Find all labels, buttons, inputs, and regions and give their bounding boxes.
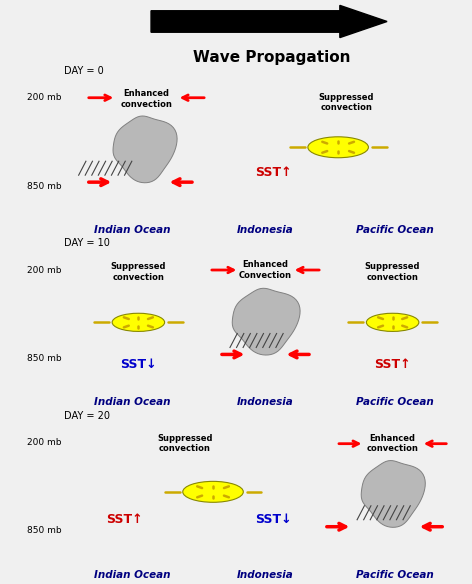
Text: Indonesia: Indonesia xyxy=(237,225,294,235)
Text: DAY = 10: DAY = 10 xyxy=(64,238,110,248)
Text: Indian Ocean: Indian Ocean xyxy=(94,397,170,407)
Text: Pacific Ocean: Pacific Ocean xyxy=(356,225,433,235)
Text: Suppressed
convection: Suppressed convection xyxy=(157,434,212,453)
Text: 200 mb: 200 mb xyxy=(27,438,61,447)
Text: Suppressed
convection: Suppressed convection xyxy=(110,262,166,282)
Circle shape xyxy=(183,481,243,502)
Text: Suppressed
convection: Suppressed convection xyxy=(365,262,421,282)
Text: Indian Ocean: Indian Ocean xyxy=(94,225,170,235)
Text: Enhanced
Convection: Enhanced Convection xyxy=(239,260,292,280)
Text: 200 mb: 200 mb xyxy=(27,93,61,102)
Text: SST↓: SST↓ xyxy=(255,513,292,526)
Polygon shape xyxy=(361,461,425,527)
Text: Pacific Ocean: Pacific Ocean xyxy=(356,397,433,407)
Polygon shape xyxy=(232,288,300,355)
Circle shape xyxy=(308,137,369,158)
Text: 850 mb: 850 mb xyxy=(27,354,61,363)
Text: Enhanced
convection: Enhanced convection xyxy=(367,434,419,453)
Text: 850 mb: 850 mb xyxy=(27,526,61,536)
Text: DAY = 20: DAY = 20 xyxy=(64,411,110,420)
Text: SST↑: SST↑ xyxy=(255,166,292,179)
Text: SST↓: SST↓ xyxy=(120,358,157,371)
Circle shape xyxy=(112,313,165,331)
Text: Wave Propagation: Wave Propagation xyxy=(193,50,350,65)
Text: SST↑: SST↑ xyxy=(374,358,411,371)
Text: Indonesia: Indonesia xyxy=(237,397,294,407)
Text: Enhanced
convection: Enhanced convection xyxy=(120,89,172,109)
Text: Indonesia: Indonesia xyxy=(237,569,294,579)
Text: 850 mb: 850 mb xyxy=(27,182,61,191)
Text: Indian Ocean: Indian Ocean xyxy=(94,569,170,579)
Text: Suppressed
convection: Suppressed convection xyxy=(319,93,374,112)
Polygon shape xyxy=(113,116,177,183)
Circle shape xyxy=(366,313,419,331)
Text: Pacific Ocean: Pacific Ocean xyxy=(356,569,433,579)
Text: SST↑: SST↑ xyxy=(106,513,143,526)
Text: 200 mb: 200 mb xyxy=(27,266,61,274)
Text: DAY = 0: DAY = 0 xyxy=(64,66,103,76)
FancyArrow shape xyxy=(151,5,387,37)
